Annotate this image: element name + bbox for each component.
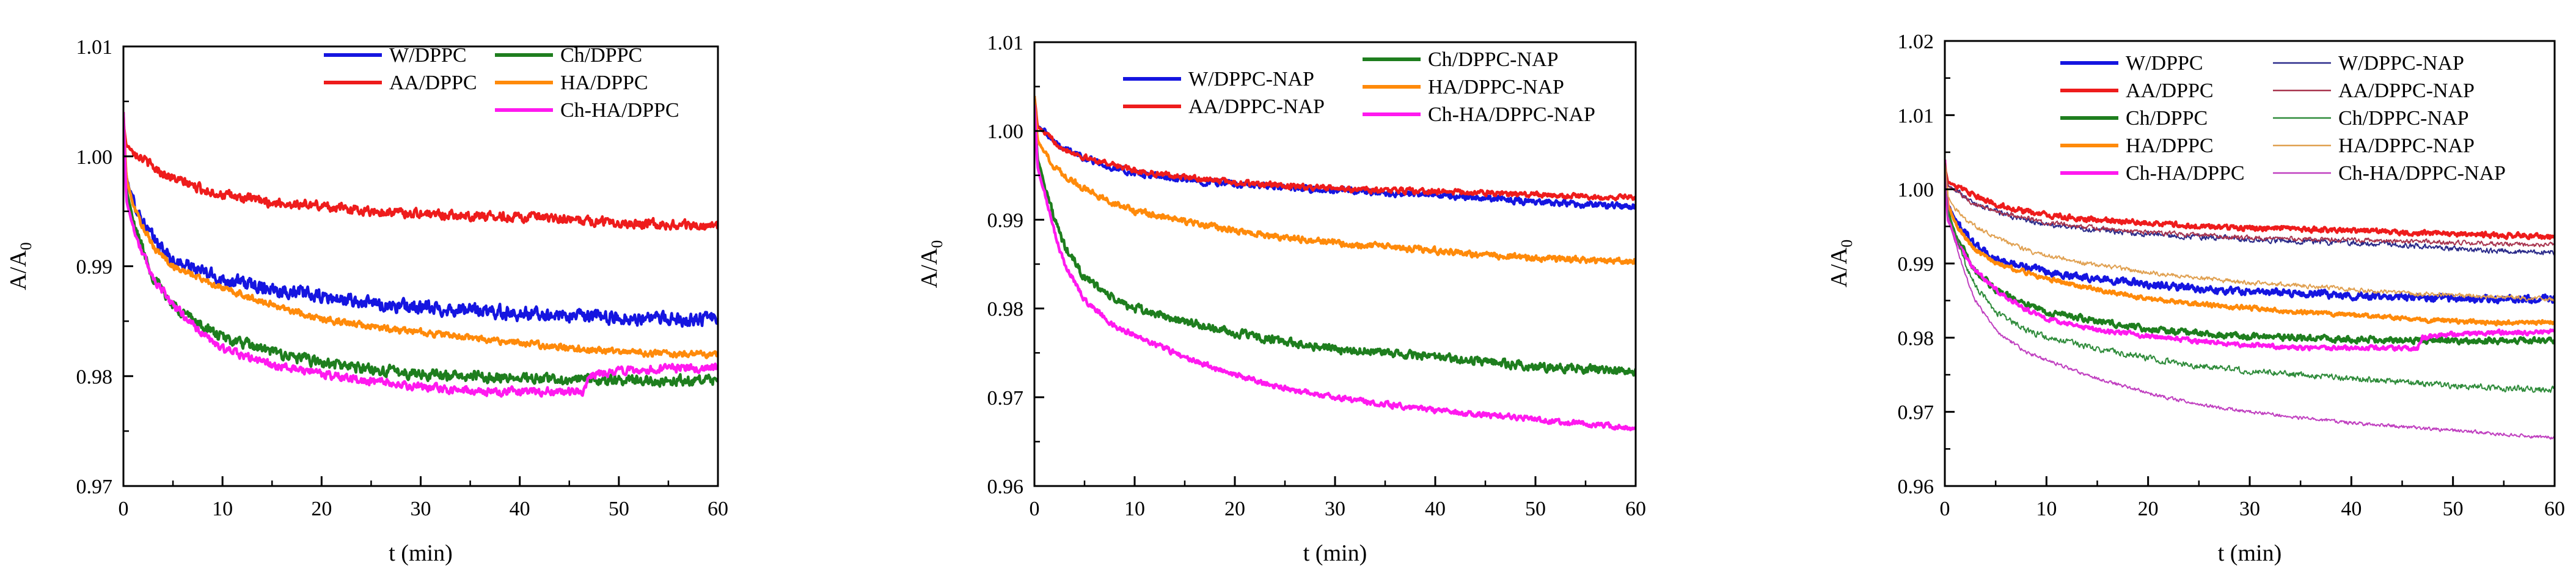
series-line-ha-dppc-nap xyxy=(1945,160,2555,302)
legend-label: AA/DPPC xyxy=(389,72,477,94)
x-tick-label: 0 xyxy=(1940,498,1950,520)
series-line-aa-dppc xyxy=(123,122,718,231)
x-tick-label: 40 xyxy=(1425,498,1446,520)
y-tick-label: 1.00 xyxy=(987,120,1024,143)
legend-label: HA/DPPC-NAP xyxy=(1428,76,1564,98)
legend-label: Ch-HA/DPPC xyxy=(2126,162,2245,185)
y-axis-title-main: A/A xyxy=(917,248,942,288)
x-tick-label: 10 xyxy=(212,498,233,520)
y-axis-title: A/A0 xyxy=(1826,240,1856,287)
y-tick-label: 0.96 xyxy=(987,476,1024,498)
y-tick-label: 1.02 xyxy=(1898,31,1934,53)
x-tick-label: 20 xyxy=(2138,498,2159,520)
series-line-ch-dppc xyxy=(1945,167,2555,346)
y-tick-label: 0.99 xyxy=(76,256,113,279)
legend-label: Ch-HA/DPPC xyxy=(560,99,679,122)
y-tick-label: 0.96 xyxy=(1898,476,1934,498)
x-tick-label: 0 xyxy=(119,498,129,520)
x-tick-label: 0 xyxy=(1030,498,1040,520)
x-tick-label: 60 xyxy=(708,498,728,520)
y-axis-title: A/A0 xyxy=(917,240,946,288)
legend-label: AA/DPPC-NAP xyxy=(2338,79,2475,102)
legend-label: Ch/DPPC-NAP xyxy=(2338,107,2469,130)
x-tick-label: 40 xyxy=(2341,498,2362,520)
y-tick-label: 0.97 xyxy=(987,387,1024,410)
y-axis-title-main: A/A xyxy=(5,250,31,290)
legend-label: Ch-HA/DPPC-NAP xyxy=(2338,162,2506,185)
series-line-ch-dppc-nap xyxy=(1945,167,2555,393)
chart-panel-2: 0 10 20 30 40 50 60 0.96 0.97 0.98 0.99 1.00 1.01 t (… xyxy=(917,32,1646,566)
y-tick-label: 0.98 xyxy=(76,366,113,388)
y-tick-label: 0.99 xyxy=(987,209,1024,232)
x-tick-label: 30 xyxy=(1325,498,1345,520)
series-line-ha-dppc-nap xyxy=(1034,96,1636,265)
series-group xyxy=(123,112,718,398)
legend-label: W/DPPC-NAP xyxy=(1188,68,1314,90)
x-tick-label: 50 xyxy=(1525,498,1546,520)
legend-label: Ch/DPPC xyxy=(560,44,642,67)
y-tick-label: 1.01 xyxy=(1898,105,1934,127)
legend: W/DPPC-NAP AA/DPPC-NAP Ch/DPPC-NAP HA/DPPC-… xyxy=(1123,48,1595,126)
x-tick-label: 20 xyxy=(1224,498,1245,520)
y-axis-title-subscript: 0 xyxy=(1838,240,1856,248)
series-line-ch-ha-dppc-nap xyxy=(1034,105,1636,432)
series-line-ch-ha-dppc-nap xyxy=(1945,167,2555,440)
x-tick-label: 10 xyxy=(2036,498,2057,520)
x-tick-label: 50 xyxy=(609,498,629,520)
legend: W/DPPC AA/DPPC Ch/DPPC HA/DPPC Ch-HA/DPPC xyxy=(324,44,679,122)
series-line-aa-dppc xyxy=(1945,167,2555,240)
x-tick-label: 30 xyxy=(2239,498,2260,520)
series-line-ch-dppc xyxy=(123,123,718,388)
chart-panel-3: 0 10 20 30 40 50 60 0.96 0.97 0.98 0.99 1.00 1.01 1.0… xyxy=(1826,31,2565,566)
legend-label: Ch-HA/DPPC-NAP xyxy=(1428,103,1595,126)
y-tick-label: 0.98 xyxy=(1898,327,1934,350)
legend-label: HA/DPPC xyxy=(560,72,648,94)
series-line-w-dppc xyxy=(123,122,718,328)
series-line-aa-dppc-nap xyxy=(1945,159,2555,248)
y-axis-title-subscript: 0 xyxy=(17,242,35,250)
y-tick-label: 0.97 xyxy=(1898,402,1934,424)
y-axis-title-main: A/A xyxy=(1826,247,1852,287)
series-line-ha-dppc xyxy=(123,112,718,359)
y-tick-label: 0.97 xyxy=(76,476,113,498)
y-tick-label: 1.00 xyxy=(1898,179,1934,202)
chart-panel-1: 0 10 20 30 40 50 60 0.97 0.98 0.99 1.00 1.01 t (min)… xyxy=(5,36,728,566)
series-line-ch-ha-dppc xyxy=(123,112,718,398)
legend-label: AA/DPPC xyxy=(2126,79,2214,102)
x-tick-label: 60 xyxy=(2544,498,2565,520)
legend-label: Ch/DPPC-NAP xyxy=(1428,48,1559,71)
series-line-w-dppc-nap xyxy=(1945,167,2555,256)
x-tick-label: 50 xyxy=(2443,498,2464,520)
y-tick-label: 1.01 xyxy=(987,32,1024,54)
series-line-ch-ha-dppc xyxy=(1945,160,2555,352)
series-line-ha-dppc xyxy=(1945,160,2555,327)
y-tick-label: 0.98 xyxy=(987,298,1024,321)
x-tick-label: 10 xyxy=(1124,498,1145,520)
x-tick-label: 30 xyxy=(411,498,431,520)
x-tick-label: 60 xyxy=(1625,498,1646,520)
y-tick-label: 0.99 xyxy=(1898,253,1934,276)
y-axis-title: A/A0 xyxy=(5,242,35,290)
x-axis-title: t (min) xyxy=(1303,540,1367,566)
x-tick-label: 20 xyxy=(311,498,332,520)
series-line-aa-dppc-nap xyxy=(1034,95,1636,202)
legend-label: AA/DPPC-NAP xyxy=(1188,95,1325,118)
legend-label: W/DPPC xyxy=(389,44,467,67)
x-axis-title: t (min) xyxy=(2218,540,2281,566)
legend-label: Ch/DPPC xyxy=(2126,107,2208,130)
x-tick-label: 40 xyxy=(510,498,530,520)
series-line-ch-dppc-nap xyxy=(1034,105,1636,377)
legend-label: HA/DPPC-NAP xyxy=(2338,134,2475,157)
legend-label: HA/DPPC xyxy=(2126,134,2214,157)
y-tick-label: 1.00 xyxy=(76,146,113,169)
legend-label: W/DPPC-NAP xyxy=(2338,52,2464,75)
legend: W/DPPC AA/DPPC Ch/DPPC HA/DPPC Ch-HA/DPPC W/D… xyxy=(2060,52,2506,185)
x-axis-title: t (min) xyxy=(389,540,452,566)
y-axis-title-subscript: 0 xyxy=(928,240,946,248)
legend-label: W/DPPC xyxy=(2126,52,2203,75)
y-tick-label: 1.01 xyxy=(76,36,113,59)
series-group xyxy=(1034,95,1636,432)
series-group xyxy=(1945,159,2555,440)
